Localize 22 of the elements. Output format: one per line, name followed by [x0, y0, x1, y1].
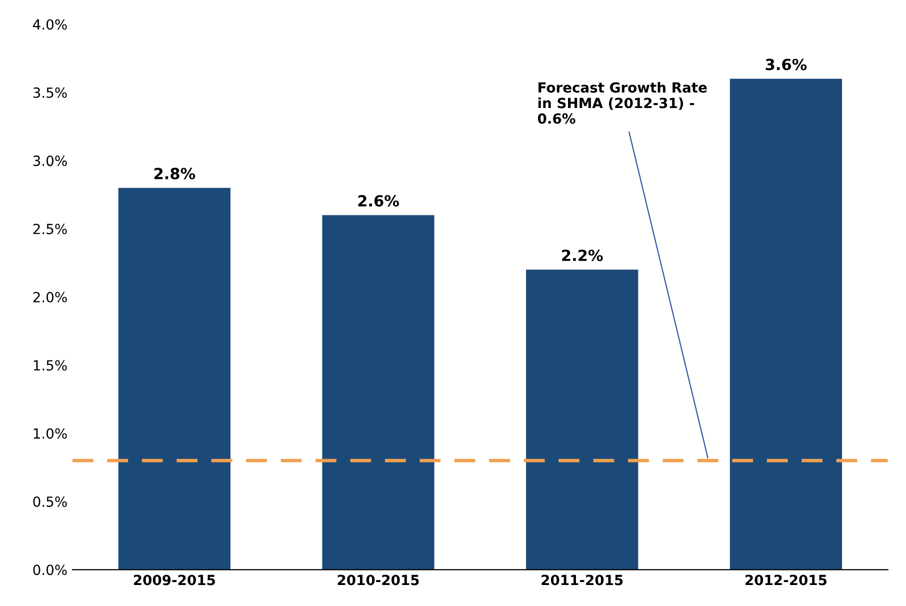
data-label: 2.6% [358, 195, 399, 207]
bar [730, 78, 842, 570]
y-tick-label: 3.5% [33, 87, 67, 98]
y-tick-label: 0.5% [33, 496, 67, 507]
x-tick-label: 2011-2015 [542, 574, 623, 586]
y-tick-label: 1.0% [34, 428, 67, 439]
bar [118, 188, 230, 570]
x-tick-label: 2009-2015 [134, 574, 215, 586]
y-tick-label: 2.0% [33, 292, 67, 302]
x-tick-label: 2012-2015 [746, 574, 827, 586]
y-tick-label: 3.0% [33, 156, 67, 166]
x-tick-label: 2010-2015 [338, 574, 419, 586]
data-label: 2.8% [154, 168, 196, 180]
y-tick-label: 0.0% [33, 564, 67, 576]
y-tick-label: 4.0% [33, 19, 67, 30]
y-tick-label: 2.5% [33, 224, 67, 234]
ref-line-label: Forecast Growth Rate in SHMA (2012-31) - 0.6% [538, 82, 707, 124]
y-tick-label: 1.5% [34, 360, 67, 371]
data-label: 3.6% [766, 58, 807, 70]
data-label: 2.2% [562, 250, 603, 262]
bar [526, 270, 638, 570]
bar [322, 215, 434, 570]
